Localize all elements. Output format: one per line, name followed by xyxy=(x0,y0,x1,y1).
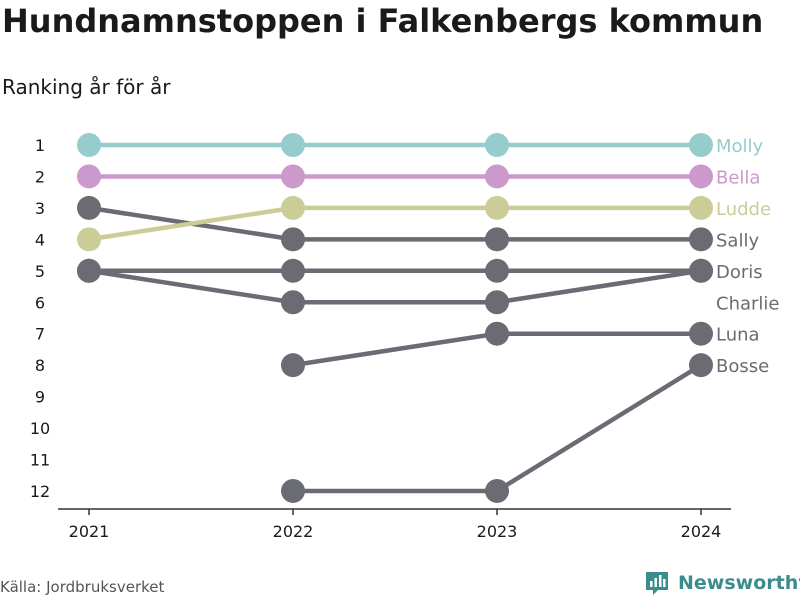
chart-title: Hundnamnstoppen i Falkenbergs kommun xyxy=(2,2,764,40)
point-charlie xyxy=(77,258,101,283)
point-sally xyxy=(485,227,509,252)
brand-name: Newsworthy xyxy=(678,572,800,594)
point-molly xyxy=(77,133,101,157)
point-bosse xyxy=(689,353,713,378)
x-tick-label: 2022 xyxy=(273,522,314,541)
series-line-ludde xyxy=(88,205,701,242)
point-sally xyxy=(689,227,713,252)
y-tick-label: 3 xyxy=(35,199,45,218)
point-ludde xyxy=(281,195,305,220)
source-note: Källa: Jordbruksverket xyxy=(0,578,165,596)
series-label-bella: Bella xyxy=(716,167,760,188)
point-doris xyxy=(485,258,509,283)
point-ludde xyxy=(689,195,713,220)
point-luna xyxy=(485,321,509,346)
series-label-sally: Sally xyxy=(716,230,759,251)
point-charlie xyxy=(485,290,509,315)
series-label-luna: Luna xyxy=(716,325,760,346)
series-label-bosse: Bosse xyxy=(716,356,769,377)
point-bella xyxy=(689,164,713,189)
y-tick-label: 9 xyxy=(35,388,45,407)
point-bosse xyxy=(281,478,305,503)
point-bella xyxy=(77,164,101,189)
y-tick-label: 10 xyxy=(30,419,50,438)
y-tick-label: 8 xyxy=(35,356,45,375)
point-molly xyxy=(689,133,713,157)
point-charlie xyxy=(281,290,305,315)
point-molly xyxy=(281,133,305,157)
point-sally xyxy=(281,227,305,252)
x-tick-label: 2021 xyxy=(69,522,110,541)
series-label-ludde: Ludde xyxy=(716,199,771,220)
series-label-molly: Molly xyxy=(716,136,764,157)
series-line-charlie xyxy=(88,268,702,305)
y-tick-label: 12 xyxy=(30,482,50,501)
point-bella xyxy=(281,164,305,189)
point-luna xyxy=(281,353,305,378)
point-bosse xyxy=(485,478,509,503)
chart-subtitle: Ranking år för år xyxy=(2,75,171,99)
point-bella xyxy=(485,164,509,189)
x-tick-label: 2023 xyxy=(477,522,518,541)
brand-logo[interactable]: Newsworthy xyxy=(644,570,800,596)
point-sally xyxy=(77,195,101,220)
y-tick-label: 7 xyxy=(35,325,45,344)
point-luna xyxy=(689,321,713,346)
series-label-doris: Doris xyxy=(716,262,763,283)
x-tick-label: 2024 xyxy=(681,522,722,541)
point-doris xyxy=(281,258,305,283)
point-molly xyxy=(485,133,509,157)
y-tick-label: 2 xyxy=(35,167,45,186)
y-tick-label: 11 xyxy=(30,451,50,470)
y-tick-label: 5 xyxy=(35,262,45,281)
series-line-bosse xyxy=(293,363,703,494)
y-tick-label: 4 xyxy=(35,230,45,249)
y-tick-label: 1 xyxy=(35,136,45,155)
series-label-charlie: Charlie xyxy=(716,293,779,314)
point-charlie xyxy=(689,258,713,283)
point-ludde xyxy=(485,195,509,220)
y-tick-label: 6 xyxy=(35,293,45,312)
newsworthy-logo-icon xyxy=(646,572,668,595)
point-ludde xyxy=(77,227,101,252)
